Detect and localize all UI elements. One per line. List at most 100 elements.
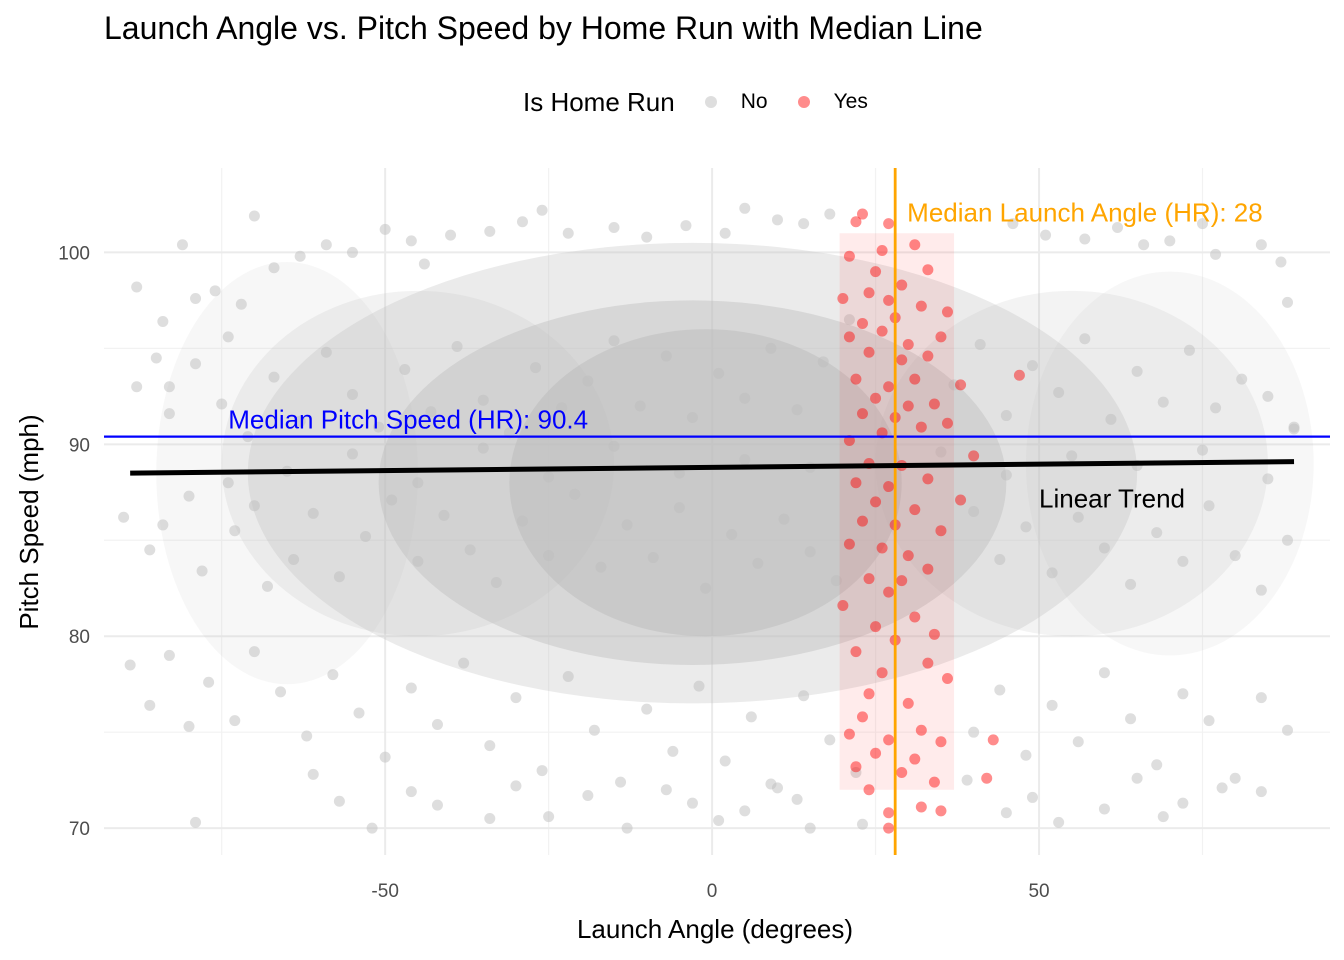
point-no — [248, 210, 260, 222]
point-no — [1098, 667, 1110, 679]
point-no — [824, 734, 836, 746]
point-no — [1196, 218, 1208, 230]
point-no — [1262, 390, 1274, 402]
point-yes — [935, 736, 947, 748]
point-no — [804, 822, 816, 834]
point-no — [804, 546, 816, 558]
point-yes — [883, 481, 895, 493]
point-no — [1053, 387, 1065, 399]
point-no — [739, 202, 751, 214]
median-launch-angle-label: Median Launch Angle (HR): 28 — [907, 198, 1263, 228]
point-yes — [883, 381, 895, 393]
point-yes — [968, 450, 980, 462]
point-no — [438, 509, 450, 521]
point-no — [798, 218, 810, 230]
point-yes — [902, 697, 914, 709]
legend-title: Is Home Run — [523, 86, 675, 117]
point-yes — [876, 325, 888, 337]
point-yes — [915, 801, 927, 813]
point-no — [477, 394, 489, 406]
point-yes — [883, 807, 895, 819]
point-no — [582, 790, 594, 802]
point-yes — [896, 766, 908, 778]
x-axis-title: Launch Angle (degrees) — [577, 914, 853, 944]
point-no — [131, 381, 143, 393]
point-yes — [987, 734, 999, 746]
point-no — [693, 680, 705, 692]
point-no — [294, 250, 306, 262]
point-no — [843, 314, 855, 326]
point-no — [464, 544, 476, 556]
point-no — [484, 813, 496, 825]
point-no — [118, 511, 130, 523]
point-no — [739, 805, 751, 817]
point-yes — [870, 392, 882, 404]
point-no — [1229, 772, 1241, 784]
point-no — [673, 502, 685, 514]
point-no — [1053, 816, 1065, 828]
point-no — [516, 216, 528, 228]
point-yes — [941, 672, 953, 684]
point-no — [1203, 715, 1215, 727]
point-no — [660, 350, 672, 362]
point-no — [968, 726, 980, 738]
point-no — [608, 335, 620, 347]
point-no — [516, 515, 528, 527]
point-yes — [941, 417, 953, 429]
point-no — [948, 379, 960, 391]
series-no-points — [118, 202, 1314, 834]
point-yes — [850, 761, 862, 773]
point-no — [641, 231, 653, 243]
point-no — [1281, 724, 1293, 736]
point-no — [176, 239, 188, 251]
point-no — [261, 580, 273, 592]
point-no — [458, 657, 470, 669]
legend-no-label: No — [740, 90, 768, 113]
point-no — [1125, 578, 1137, 590]
point-no — [739, 392, 751, 404]
point-no — [1255, 692, 1267, 704]
point-no — [379, 223, 391, 235]
x-tick-label: 0 — [707, 881, 718, 902]
point-no — [994, 684, 1006, 696]
point-no — [641, 703, 653, 715]
point-yes — [876, 245, 888, 257]
point-no — [1079, 333, 1091, 345]
point-no — [1157, 396, 1169, 408]
point-no — [850, 766, 862, 778]
point-no — [726, 529, 738, 541]
point-no — [222, 477, 234, 489]
point-yes — [856, 711, 868, 723]
point-yes — [955, 379, 967, 391]
point-yes — [863, 573, 875, 585]
point-yes — [870, 496, 882, 508]
point-yes — [922, 264, 934, 276]
point-no — [327, 669, 339, 681]
point-yes — [883, 218, 895, 230]
point-no — [562, 671, 574, 683]
point-yes — [856, 317, 868, 329]
point-no — [719, 227, 731, 239]
point-no — [346, 388, 358, 400]
point-no — [1020, 749, 1032, 761]
point-no — [1236, 373, 1248, 385]
point-yes — [902, 339, 914, 351]
point-no — [399, 363, 411, 375]
point-no — [1066, 450, 1078, 462]
point-no — [1255, 239, 1267, 251]
point-no — [275, 686, 287, 698]
point-no — [1098, 803, 1110, 815]
point-no — [1203, 500, 1215, 512]
point-cloud-no — [221, 290, 615, 637]
point-no — [1000, 807, 1012, 819]
point-yes — [928, 776, 940, 788]
point-no — [1229, 550, 1241, 562]
y-tick-label: 100 — [58, 243, 90, 264]
point-no — [1255, 584, 1267, 596]
point-no — [216, 398, 228, 410]
point-no — [307, 768, 319, 780]
point-no — [647, 552, 659, 564]
point-no — [183, 720, 195, 732]
point-no — [1020, 521, 1032, 533]
